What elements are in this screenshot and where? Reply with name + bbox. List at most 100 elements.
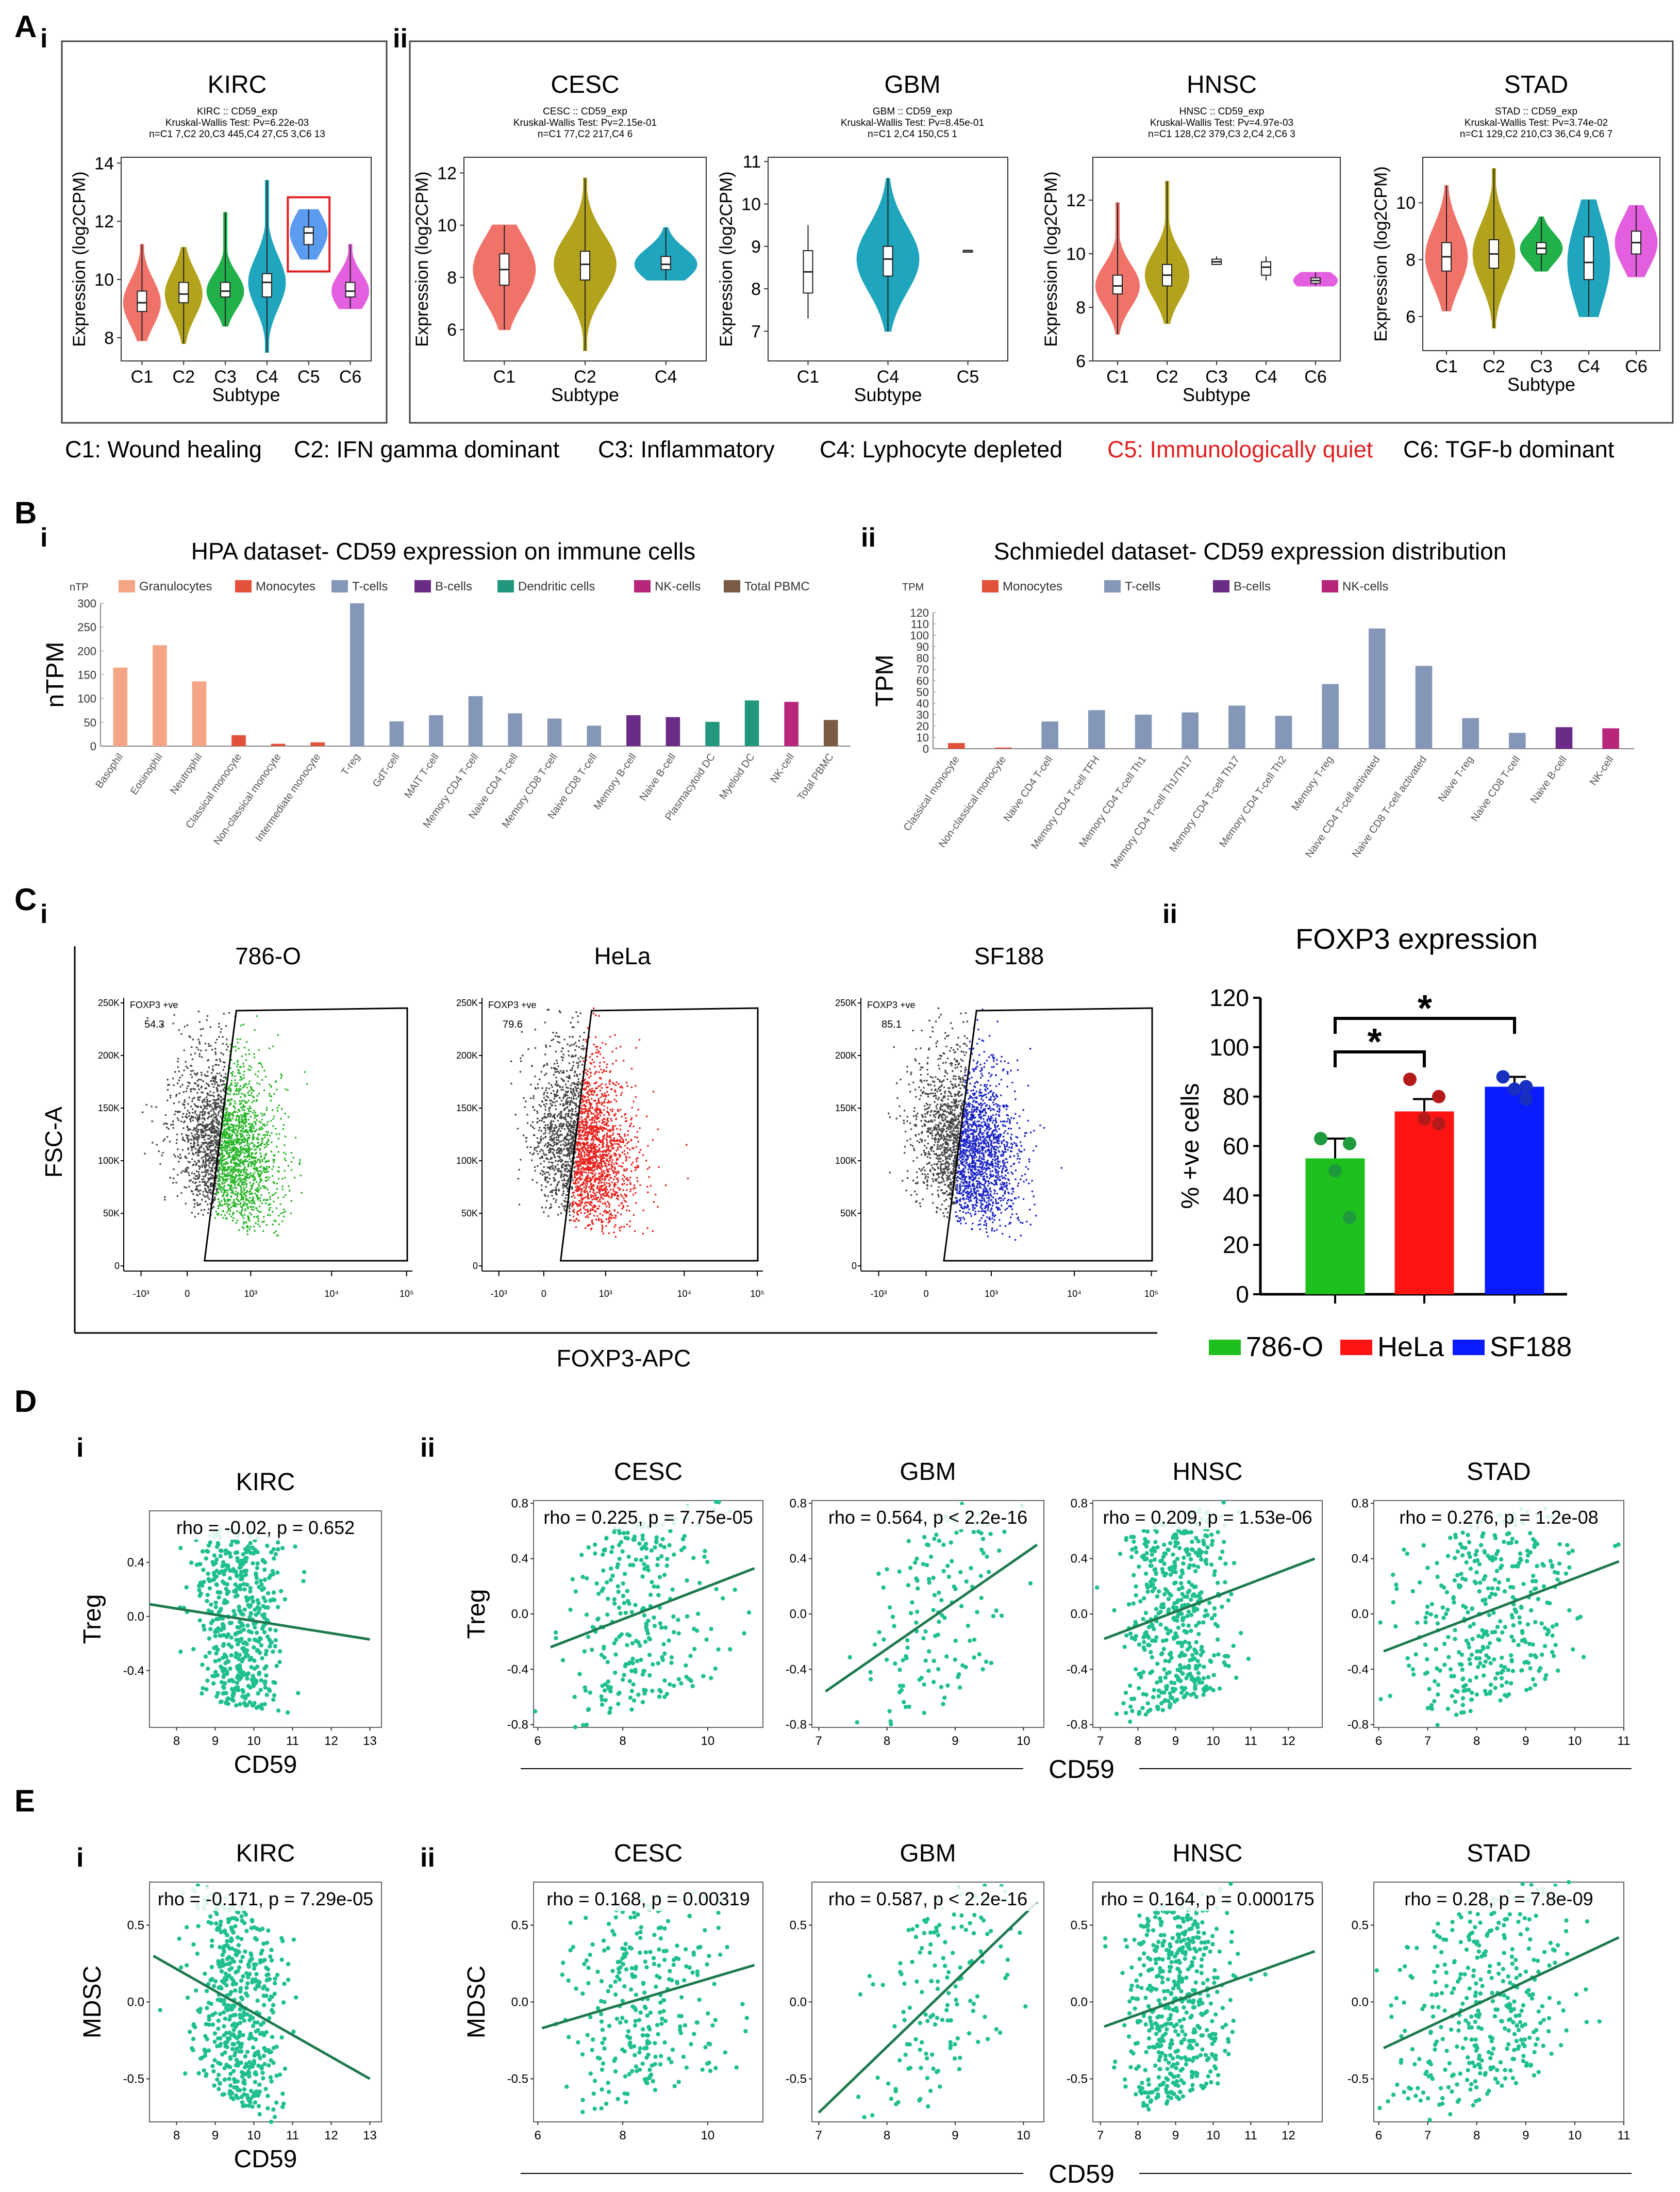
event-dot [560, 1203, 563, 1205]
event-dot [205, 1134, 207, 1136]
event-dot [257, 1190, 259, 1192]
event-dot [166, 1099, 169, 1101]
event-dot [599, 1114, 602, 1117]
event-dot [258, 1189, 260, 1191]
event-dot [252, 1130, 254, 1133]
event-dot [246, 1086, 248, 1089]
y-tick-label: 80 [917, 652, 929, 665]
event-dot [187, 1161, 190, 1163]
event-dot [618, 1165, 620, 1167]
event-dot [236, 1065, 238, 1068]
event-dot [221, 1177, 224, 1179]
panel-label-C-ii: ii [1162, 899, 1177, 929]
event-dot [614, 1193, 616, 1195]
event-dot [197, 1213, 199, 1215]
event-dot [282, 1128, 285, 1130]
panel-a-ii-frame [409, 40, 1674, 424]
box-c4 [1584, 236, 1594, 281]
event-dot [600, 1047, 602, 1049]
event-dot [197, 1159, 200, 1162]
event-dot [253, 1216, 255, 1218]
event-dot [242, 1104, 245, 1107]
event-dot [618, 1083, 620, 1085]
event-dot [275, 1230, 277, 1232]
event-dot [537, 1165, 539, 1167]
event-dot [205, 1105, 207, 1108]
event-dot [601, 1171, 603, 1173]
event-dot [585, 1160, 587, 1163]
event-dot [543, 1096, 545, 1099]
event-dot [599, 1213, 602, 1215]
event-dot [158, 1150, 160, 1152]
event-dot [624, 1113, 627, 1115]
event-dot [625, 1194, 628, 1196]
event-dot [205, 1189, 207, 1191]
event-dot [206, 1015, 209, 1017]
event-dot [240, 1096, 242, 1098]
event-dot [233, 1111, 236, 1113]
event-dot [227, 1046, 229, 1048]
event-dot [202, 1028, 204, 1030]
event-dot [210, 1145, 212, 1147]
event-dot [237, 1163, 239, 1165]
event-dot [248, 1228, 251, 1230]
event-dot [249, 1110, 252, 1113]
event-dot [239, 1066, 241, 1068]
event-dot [241, 1130, 243, 1132]
bar-memory-cd4-t-cell-th1-th17 [1182, 712, 1199, 749]
bar-memory-cd8-t-cell [547, 718, 562, 746]
event-dot [169, 1094, 172, 1097]
event-dot [229, 1136, 231, 1139]
event-dot [220, 1167, 222, 1169]
event-dot [221, 1162, 223, 1164]
event-dot [235, 1148, 237, 1151]
bar-myeloid-dc [744, 700, 759, 746]
event-dot [588, 1213, 590, 1215]
event-dot [186, 1126, 189, 1129]
event-dot [222, 1043, 224, 1045]
chart-title: HPA dataset- CD59 expression on immune c… [191, 538, 695, 565]
event-dot [244, 1094, 246, 1097]
event-dot [208, 1160, 210, 1162]
panel-label-E-ii: ii [420, 1843, 435, 1873]
event-dot [243, 1099, 245, 1102]
event-dot [244, 1175, 246, 1177]
event-dot [560, 1176, 562, 1179]
event-dot [584, 1118, 586, 1120]
event-dot [283, 1208, 285, 1211]
event-dot [247, 1094, 250, 1096]
event-dot [265, 1131, 268, 1133]
event-dot [242, 1127, 244, 1129]
event-dot [575, 1160, 577, 1163]
event-dot [206, 1194, 209, 1197]
event-dot [230, 1159, 232, 1161]
event-dot [229, 1093, 231, 1095]
event-dot [206, 1185, 208, 1187]
event-dot [247, 1207, 249, 1210]
event-dot [196, 1072, 198, 1074]
event-dot [206, 1126, 208, 1128]
event-dot [187, 1148, 190, 1150]
event-dot [630, 1123, 633, 1125]
event-dot [222, 1195, 224, 1197]
x-tick-label: 10³ [599, 1289, 612, 1299]
event-dot [546, 1009, 549, 1011]
event-dot [267, 1189, 269, 1191]
event-dot [284, 1144, 286, 1146]
event-dot [553, 1067, 555, 1069]
y-axis-label: Expression (log2CPM) [717, 171, 736, 347]
event-dot [232, 1187, 235, 1189]
event-dot [271, 1109, 274, 1111]
event-dot [565, 1148, 568, 1150]
event-dot [263, 1123, 265, 1125]
event-dot [250, 1188, 252, 1190]
event-dot [213, 1196, 216, 1198]
event-dot [207, 1138, 209, 1140]
event-dot [225, 1142, 228, 1145]
event-dot [198, 1134, 201, 1136]
event-dot [224, 1166, 226, 1168]
event-dot [251, 1157, 253, 1159]
event-dot [201, 1144, 203, 1146]
event-dot [636, 1136, 639, 1139]
event-dot [252, 1184, 254, 1186]
